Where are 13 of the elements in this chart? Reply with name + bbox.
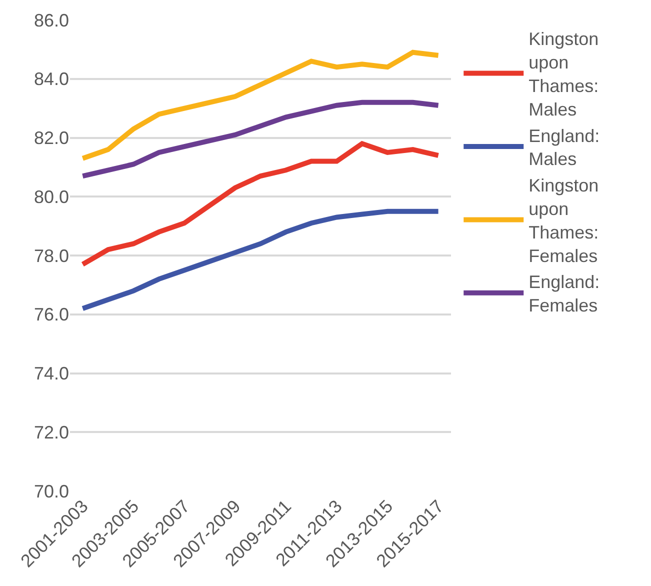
y-tick-label: 82.0 xyxy=(34,128,69,148)
y-tick-label: 86.0 xyxy=(34,10,69,30)
y-tick-label: 78.0 xyxy=(34,246,69,266)
legend-label: Kingston upon Thames: Males xyxy=(528,29,599,120)
y-tick-label: 76.0 xyxy=(34,304,69,325)
y-tick-label: 70.0 xyxy=(34,481,69,502)
y-tick-label: 84.0 xyxy=(34,69,69,90)
legend-label: Kingston upon Thames: Females xyxy=(528,176,599,266)
legend-label: England: Females xyxy=(528,272,600,316)
y-tick-label: 74.0 xyxy=(34,364,69,384)
legend-label: England: Males xyxy=(528,126,600,170)
y-tick-label: 72.0 xyxy=(34,422,69,442)
y-tick-label: 80.0 xyxy=(34,186,69,207)
